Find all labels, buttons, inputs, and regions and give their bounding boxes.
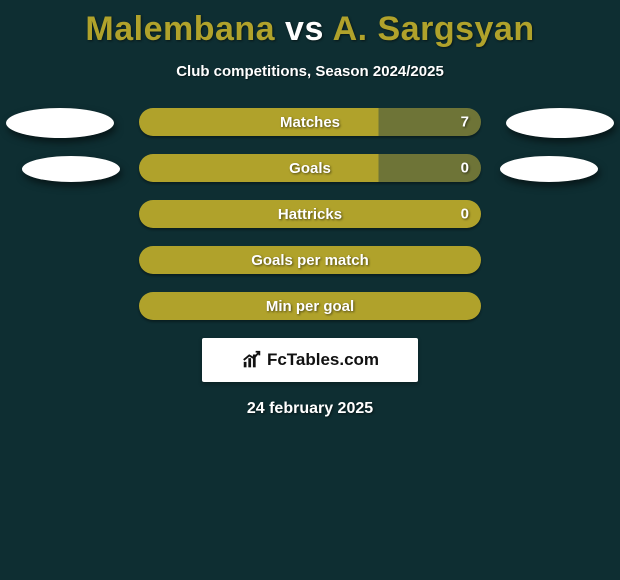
logo-text: FcTables.com — [267, 350, 379, 370]
stat-bar: Matches 7 — [139, 108, 481, 136]
stat-bar: Goals 0 — [139, 154, 481, 182]
chart-icon — [241, 349, 263, 371]
right-ellipse-2 — [500, 156, 598, 182]
stat-bar: Hattricks 0 — [139, 200, 481, 228]
player2-name: A. Sargsyan — [333, 10, 535, 48]
stat-bar-value: 0 — [461, 206, 469, 223]
stat-bar-label: Min per goal — [266, 298, 354, 315]
stat-bar-label: Goals — [289, 160, 331, 177]
stat-bar-value: 0 — [461, 160, 469, 177]
logo-wrap: FcTables.com — [241, 349, 379, 371]
stat-bar-value: 7 — [461, 114, 469, 131]
left-ellipse-2 — [22, 156, 120, 182]
stat-bar: Min per goal — [139, 292, 481, 320]
page-title: Malembana vs A. Sargsyan — [0, 0, 620, 49]
vs-text: vs — [285, 10, 324, 48]
logo-card[interactable]: FcTables.com — [202, 338, 418, 382]
right-ellipse-1 — [506, 108, 614, 138]
comparison-stage: Matches 7 Goals 0 Hattricks 0 Goals per … — [0, 108, 620, 418]
stat-bar-label: Goals per match — [251, 252, 369, 269]
stat-bar: Goals per match — [139, 246, 481, 274]
stat-bar-label: Hattricks — [278, 206, 342, 223]
left-ellipse-1 — [6, 108, 114, 138]
player1-name: Malembana — [85, 10, 275, 48]
subtitle: Club competitions, Season 2024/2025 — [0, 63, 620, 80]
stat-bar-label: Matches — [280, 114, 340, 131]
date-text: 24 february 2025 — [0, 400, 620, 418]
stat-bars: Matches 7 Goals 0 Hattricks 0 Goals per … — [139, 108, 481, 320]
